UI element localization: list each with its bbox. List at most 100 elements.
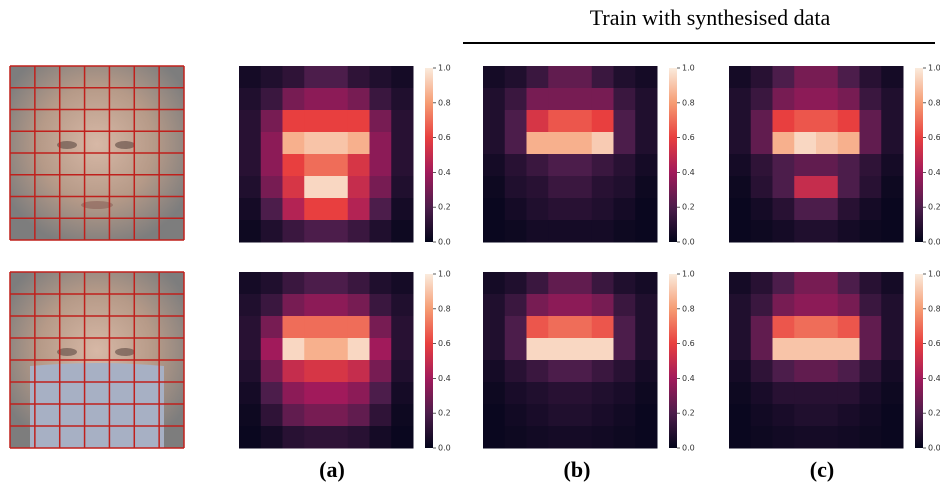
heatmap-cell [261,66,283,89]
heatmap-cell [304,110,326,133]
heatmap-cell [348,220,370,243]
heatmap-cell [505,198,527,221]
heatmap-cell [751,338,773,361]
heatmap-cell [635,66,657,89]
panel-label: (b) [564,457,591,482]
heatmap-cell [592,176,614,199]
heatmap-cell [348,110,370,133]
heatmap-cell [370,88,392,111]
heatmap-cell [860,88,882,111]
heatmap-cell [794,110,816,133]
heatmap-cell [751,272,773,295]
heatmap-cell [548,220,570,243]
heatmap-cell [527,272,549,295]
heatmap-cell [326,360,348,383]
heatmap-cell [592,88,614,111]
heatmap-cell [548,426,570,449]
heatmap-cell [592,272,614,295]
heatmap-cell [816,220,838,243]
heatmap-cell [391,294,413,317]
heatmap-cell [304,338,326,361]
heatmap-cell [838,110,860,133]
heatmap-cell [527,426,549,449]
heatmap-cell [860,426,882,449]
heatmap-cell [773,66,795,89]
heatmap-cell [348,154,370,177]
heatmap-cell [729,176,751,199]
heatmap-cell [283,338,305,361]
colorbar-tick-label: 0.8 [682,98,695,107]
heatmap-cell [729,220,751,243]
heatmap-cell [391,66,413,89]
heatmap-cell [570,110,592,133]
heatmap-cell [261,404,283,427]
heatmap-cell [881,198,903,221]
heatmap-cell [505,88,527,111]
heatmap-cell [614,404,636,427]
heatmap-cell [881,316,903,339]
colorbar-tick-label: 0.8 [438,304,451,313]
heatmap-cell [838,338,860,361]
heatmap-cell [283,88,305,111]
heatmap-cell [304,426,326,449]
heatmap-cell [548,338,570,361]
heatmap-cell [304,66,326,89]
heatmap-cell [483,220,505,243]
heatmap-cell [614,294,636,317]
heatmap-cell [548,272,570,295]
heatmap-cell [548,110,570,133]
heatmap-cell [635,294,657,317]
heatmap-cell [527,198,549,221]
heatmap-cell [635,176,657,199]
heatmap-cell [751,316,773,339]
heatmap-cell [635,382,657,405]
heatmap-cell [635,198,657,221]
colorbar-tick-label: 0.2 [682,409,695,418]
heatmap-cell [729,316,751,339]
heatmap-cell [304,154,326,177]
heatmap-cell [370,404,392,427]
heatmap-cell [729,132,751,155]
heatmap-cell [527,220,549,243]
heatmap-cell [548,360,570,383]
heatmap-cell [391,272,413,295]
heatmap-cell [570,272,592,295]
heatmap-cell [729,294,751,317]
heatmap-cell [261,294,283,317]
heatmap-cell [548,176,570,199]
colorbar-tick-label: 0.4 [928,168,940,177]
heatmap-cell [391,154,413,177]
heatmap-cell [261,132,283,155]
heatmap-cell [592,426,614,449]
heatmap-cell [348,360,370,383]
heatmap-cell [548,316,570,339]
heatmap-cell [326,294,348,317]
heatmap-cell [816,88,838,111]
heatmap-cell [391,88,413,111]
heatmap-cell [391,110,413,133]
heatmap-cell [860,316,882,339]
heatmap-cell [773,272,795,295]
heatmap-cell [527,360,549,383]
heatmap-cell [614,198,636,221]
heatmap-cell [391,176,413,199]
heatmap-cell [283,198,305,221]
heatmap-cell [483,176,505,199]
heatmap-cell [527,382,549,405]
heatmap-cell [751,198,773,221]
heatmap-cell [794,198,816,221]
heatmap-cell [838,88,860,111]
heatmap-cell [505,272,527,295]
heatmap-cell [816,338,838,361]
heatmap-cell [773,154,795,177]
heatmap-cell [505,404,527,427]
heatmap-cell [239,220,261,243]
heatmap-cell [261,220,283,243]
heatmap-cell [348,198,370,221]
heatmap-cell [773,294,795,317]
heatmap-cell [881,272,903,295]
heatmap-cell [794,272,816,295]
heatmap-cell [614,66,636,89]
heatmap-cell [370,382,392,405]
heatmap-cell [304,404,326,427]
